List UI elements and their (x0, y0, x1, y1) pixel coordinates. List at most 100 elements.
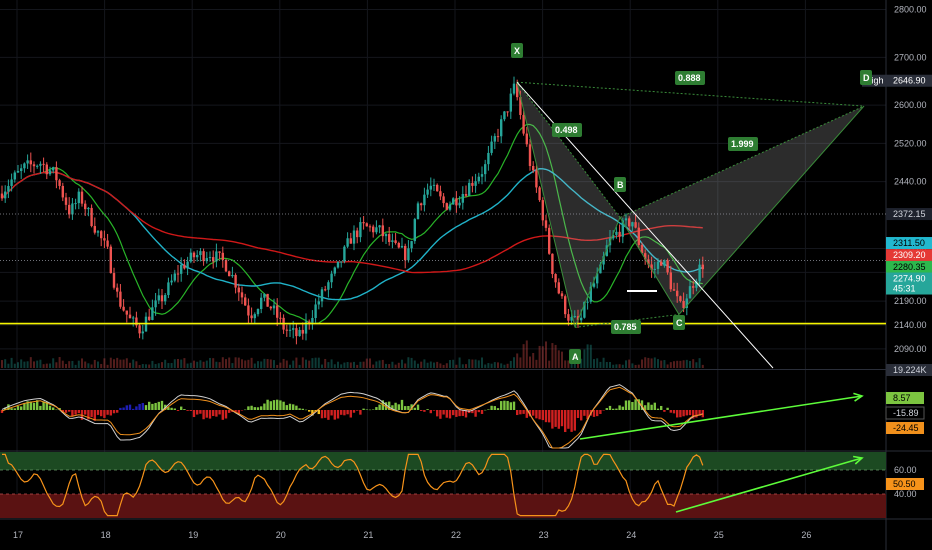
volume-bar (202, 361, 205, 368)
pattern-point-bg-C (673, 315, 685, 330)
ma-fast-line (1, 123, 703, 325)
macd-histogram-bar (660, 405, 663, 410)
macd-histogram-bar (173, 408, 176, 410)
candle-body (128, 314, 132, 319)
candle-body (436, 184, 439, 192)
volume-bar (420, 361, 423, 368)
volume-bar (433, 362, 435, 368)
macd-histogram-bar (170, 407, 173, 410)
volume-bar (541, 346, 544, 368)
macd-histogram-bar (276, 399, 279, 410)
candle-body (452, 198, 455, 205)
volume-bar (205, 360, 208, 368)
candle-body (378, 225, 381, 228)
price-axis[interactable]: 2800.002700.002600.002520.002440.002300.… (862, 5, 932, 499)
candle-body (592, 283, 596, 287)
volume-bar (36, 360, 39, 368)
candle-body (410, 241, 413, 249)
volume-bar (506, 363, 509, 368)
macd-histogram-bar (4, 407, 7, 410)
macd-histogram-bar (39, 405, 42, 410)
candle-body (295, 328, 298, 337)
candle-body (560, 293, 564, 297)
pattern-point-A: A (572, 352, 579, 362)
candle-body (522, 114, 525, 134)
volume-bar (439, 363, 442, 368)
volume-bar (410, 357, 413, 368)
candle-body (388, 234, 391, 242)
candle-body (458, 202, 461, 206)
macd-histogram-bar (48, 405, 52, 410)
candle-body (186, 261, 189, 269)
macd-histogram-bar (426, 409, 429, 410)
pattern-point-bg-B (614, 177, 626, 192)
candle-body (580, 317, 583, 321)
candle-body (23, 163, 26, 169)
macd-histogram-bar (573, 410, 576, 431)
volume-bar (397, 362, 400, 368)
candle-body (644, 253, 647, 260)
macd-histogram-bar (317, 410, 320, 415)
candle-body (132, 317, 135, 319)
volume-bar (631, 363, 634, 368)
candle-body (247, 305, 250, 316)
candle-body (160, 295, 164, 302)
macd-histogram-bar (256, 407, 260, 410)
price-tag: 2280.35 (886, 260, 932, 273)
time-tick-label: 26 (801, 530, 811, 540)
volume-bar (644, 357, 647, 368)
price-tag: 2372.15 (886, 208, 932, 221)
volume-bar (388, 364, 391, 368)
macd-histogram-bar (240, 410, 244, 411)
macd-histogram-bar (480, 410, 484, 414)
macd-histogram-bar (570, 410, 573, 432)
volume-bar (561, 351, 563, 368)
candle-body (138, 325, 141, 334)
candle-body (676, 290, 679, 297)
candle-body (112, 273, 116, 288)
volume-bar (10, 357, 13, 368)
macd-histogram-bar (247, 406, 250, 410)
macd-histogram-bar (359, 410, 362, 415)
macd-histogram-bar (20, 406, 23, 410)
macd-histogram-bar (26, 401, 29, 410)
volume-bar (266, 359, 269, 368)
volume-bar (109, 357, 112, 368)
candle-body (343, 246, 346, 262)
candle-body (151, 307, 154, 320)
candle-body (199, 251, 202, 256)
candle-body (308, 321, 311, 323)
candle-body (490, 141, 493, 153)
candle-body (394, 240, 397, 244)
candle-body (218, 251, 221, 253)
macd-histogram-bar (340, 410, 343, 415)
candle-body (45, 164, 48, 175)
volume-bar (161, 362, 163, 368)
macd-histogram-bar (189, 410, 192, 411)
price-tag-bg (886, 272, 932, 285)
candle-body (26, 160, 29, 164)
volume-bar (68, 361, 71, 368)
candle-body (512, 83, 516, 94)
candle-body (525, 133, 528, 145)
volume-bar (599, 361, 602, 368)
volume-bar (589, 344, 592, 368)
volume-bar (689, 360, 691, 368)
volume-bar (33, 361, 35, 368)
macd-histogram-bar (544, 410, 548, 423)
candle-body (480, 174, 484, 177)
candle-body (368, 226, 372, 228)
volume-bar (273, 360, 275, 368)
macd-histogram-bar (346, 410, 349, 415)
ratio-label: 0.785 (614, 322, 637, 332)
macd-histogram-bar (176, 410, 180, 411)
time-axis[interactable]: 17 18 19 20 21 22 23 24 25 26 (13, 530, 811, 540)
macd-histogram-bar (218, 410, 221, 415)
macd-histogram-bar (87, 410, 90, 420)
volume-bar (618, 364, 621, 368)
candle-body (461, 194, 464, 203)
volume-bar (641, 359, 643, 368)
time-tick-label: 21 (363, 530, 373, 540)
volume-bar (535, 359, 538, 368)
